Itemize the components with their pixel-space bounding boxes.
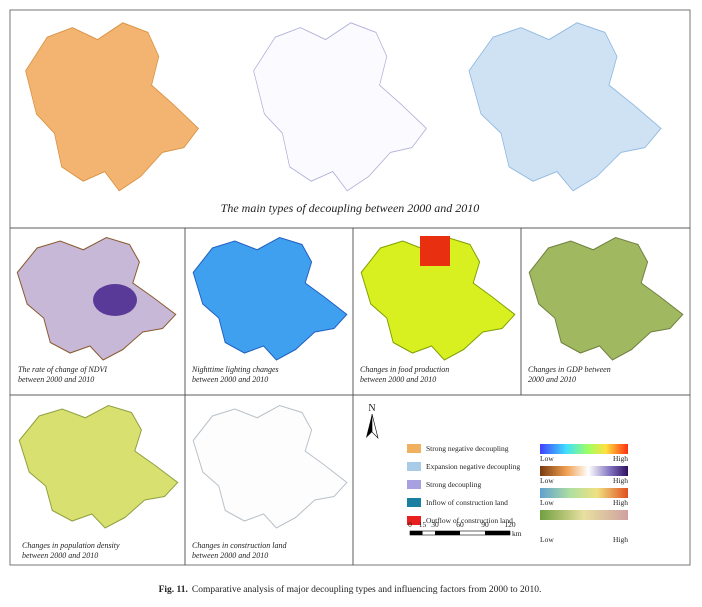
gradient-high: High [613,476,628,485]
panel-label: Changes in population density [22,541,120,550]
scale-tick-label: 90 [481,520,489,529]
scale-tick-label: 30 [431,520,439,529]
scale-tick-label: 60 [456,520,464,529]
map [528,236,684,361]
map-detail [420,236,450,266]
panel-label: Changes in construction land [192,541,287,550]
panel-label: between 2000 and 2010 [18,375,94,384]
legend-items: Strong negative decoupling Expansion nega… [407,444,520,525]
map [252,21,428,192]
gradient-low: Low [540,498,554,507]
map [192,404,348,529]
map-detail [93,284,137,316]
legend-swatch [407,516,421,525]
panel-label: between 2000 and 2010 [192,551,268,560]
legend-swatch [407,480,421,489]
panel-label: between 2000 and 2010 [22,551,98,560]
legend-label: Expansion negative decoupling [426,462,520,471]
scale-tick-label: 0 [408,520,412,529]
legend-label: Strong negative decoupling [426,444,509,453]
legend-swatch [407,444,421,453]
scale-bar-segment [485,531,510,535]
caption-text: Comparative analysis of major decoupling… [192,584,542,595]
gradient-low: Low [540,535,554,544]
legend-label: Outflow of construction land [426,516,513,525]
panel-label: between 2000 and 2010 [192,375,268,384]
panel-label: 2000 and 2010 [528,375,576,384]
top-panel-title: The main types of decoupling between 200… [221,201,480,215]
map [467,21,663,192]
gradient-high: High [613,454,628,463]
gradient-bar [540,510,628,520]
legend-label: Inflow of construction land [426,498,508,507]
north-label: N [368,403,375,414]
north-arrow [371,413,379,439]
scale-bar-segment [435,531,460,535]
panel-label: Changes in food production [360,365,449,374]
gradients: Low High Low High Low High Low High [540,444,628,544]
map [18,404,179,529]
panel-label: Changes in GDP between [528,365,611,374]
gradient-bar [540,444,628,454]
caption-number: Fig. 11. [159,585,188,595]
north-arrow [366,414,372,438]
legend-swatch [407,462,421,471]
scale-tick-label: 15 [419,520,427,529]
gradient-low: Low [540,476,554,485]
gradient-bar [540,488,628,498]
gradient-high: High [613,535,628,544]
map [192,236,348,361]
panel-label: The rate of change of NDVI [18,365,107,374]
scale-tick-label: 120 [504,520,516,529]
legend-swatch [407,498,421,507]
scale-bar-segment [410,531,423,535]
map [24,21,200,192]
scale-unit: km [512,529,522,538]
gradient-high: High [613,498,628,507]
panel-label: between 2000 and 2010 [360,375,436,384]
gradient-low: Low [540,454,554,463]
caption: Fig. 11. Comparative analysis of major de… [159,584,542,595]
legend-frame [352,394,691,566]
legend-label: Strong decoupling [426,480,481,489]
panel-label: Nighttime lighting changes [191,365,279,374]
gradient-bar [540,466,628,476]
